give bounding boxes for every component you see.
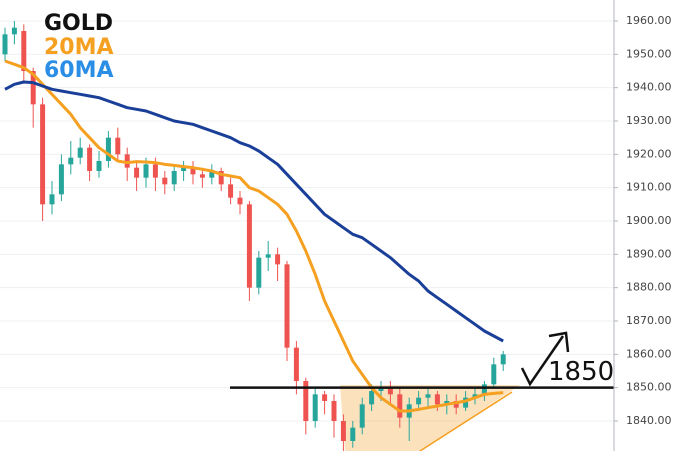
y-tick-label: 1920.00 xyxy=(626,147,672,160)
candle-body xyxy=(11,27,17,35)
candle-body xyxy=(434,394,440,405)
y-tick-label: 1940.00 xyxy=(626,81,672,94)
candle-body xyxy=(190,167,196,175)
candle-body xyxy=(228,184,234,198)
triangle-edge xyxy=(419,391,513,451)
y-tick-label: 1960.00 xyxy=(626,14,672,27)
candle-body xyxy=(275,254,281,265)
candle-body xyxy=(30,71,36,105)
candle-body xyxy=(162,177,168,185)
candle-body xyxy=(491,364,497,385)
legend-60ma: 60MA xyxy=(44,58,114,83)
level-label: 1850 xyxy=(548,357,614,387)
candle-body xyxy=(96,161,102,171)
candle-body xyxy=(322,394,328,401)
arrow-head xyxy=(548,331,570,353)
candle-body xyxy=(416,397,422,405)
candle-body xyxy=(87,147,93,171)
marks xyxy=(2,21,614,451)
candle-body xyxy=(143,164,149,178)
candle-body xyxy=(199,174,205,178)
candle-body xyxy=(21,31,27,71)
candle-body xyxy=(387,387,393,395)
y-tick-label: 1890.00 xyxy=(626,247,672,260)
candle-body xyxy=(218,171,224,185)
candle-body xyxy=(209,171,215,178)
candle-body xyxy=(40,104,46,205)
y-tick-label: 1930.00 xyxy=(626,114,672,127)
candle-body xyxy=(246,204,252,288)
candle-body xyxy=(124,154,130,168)
candle-body xyxy=(378,387,384,391)
candle-body xyxy=(68,157,74,165)
candle-body xyxy=(481,384,487,395)
candle-body xyxy=(105,137,111,161)
candle-body xyxy=(77,147,83,158)
y-tick-label: 1950.00 xyxy=(626,47,672,60)
y-tick-label: 1860.00 xyxy=(626,347,672,360)
candle-body xyxy=(331,401,337,421)
y-tick-label: 1870.00 xyxy=(626,314,672,327)
y-tick-label: 1910.00 xyxy=(626,181,672,194)
candle-body xyxy=(453,401,459,408)
y-tick-label: 1850.00 xyxy=(626,381,672,394)
candle-body xyxy=(425,394,431,398)
candle-body xyxy=(152,164,158,178)
arrow xyxy=(520,335,565,387)
candle-body xyxy=(312,394,318,421)
candle-body xyxy=(340,421,346,441)
candle-body xyxy=(350,427,356,441)
candle-body xyxy=(134,167,140,178)
candle-body xyxy=(444,401,450,405)
candle-body xyxy=(397,394,403,418)
y-tick-label: 1840.00 xyxy=(626,414,672,427)
candle-body xyxy=(2,34,8,55)
candle-body xyxy=(49,194,55,205)
candle-body xyxy=(500,354,506,365)
legend-gold: GOLD xyxy=(44,11,113,36)
candle-body xyxy=(463,397,469,408)
candle-body xyxy=(237,197,243,205)
candle-body xyxy=(265,254,271,258)
y-tick-label: 1880.00 xyxy=(626,281,672,294)
candle-body xyxy=(472,394,478,398)
candle-body xyxy=(171,171,177,185)
candle-body xyxy=(293,347,299,381)
y-tick-label: 1900.00 xyxy=(626,214,672,227)
legend-20ma: 20MA xyxy=(44,35,114,60)
candle-body xyxy=(181,167,187,171)
ma-line xyxy=(4,80,504,343)
candle-body xyxy=(256,257,262,288)
candle-body xyxy=(58,164,64,195)
candle-body xyxy=(303,381,309,421)
price-axis: 1960.00 1950.00 1940.00 1930.00 1920.00 1910.… xyxy=(614,14,672,427)
candle-body xyxy=(284,264,290,348)
candle-body xyxy=(359,404,365,428)
candle-body xyxy=(369,391,375,405)
candle-body xyxy=(115,137,121,155)
ma-line xyxy=(4,59,504,413)
